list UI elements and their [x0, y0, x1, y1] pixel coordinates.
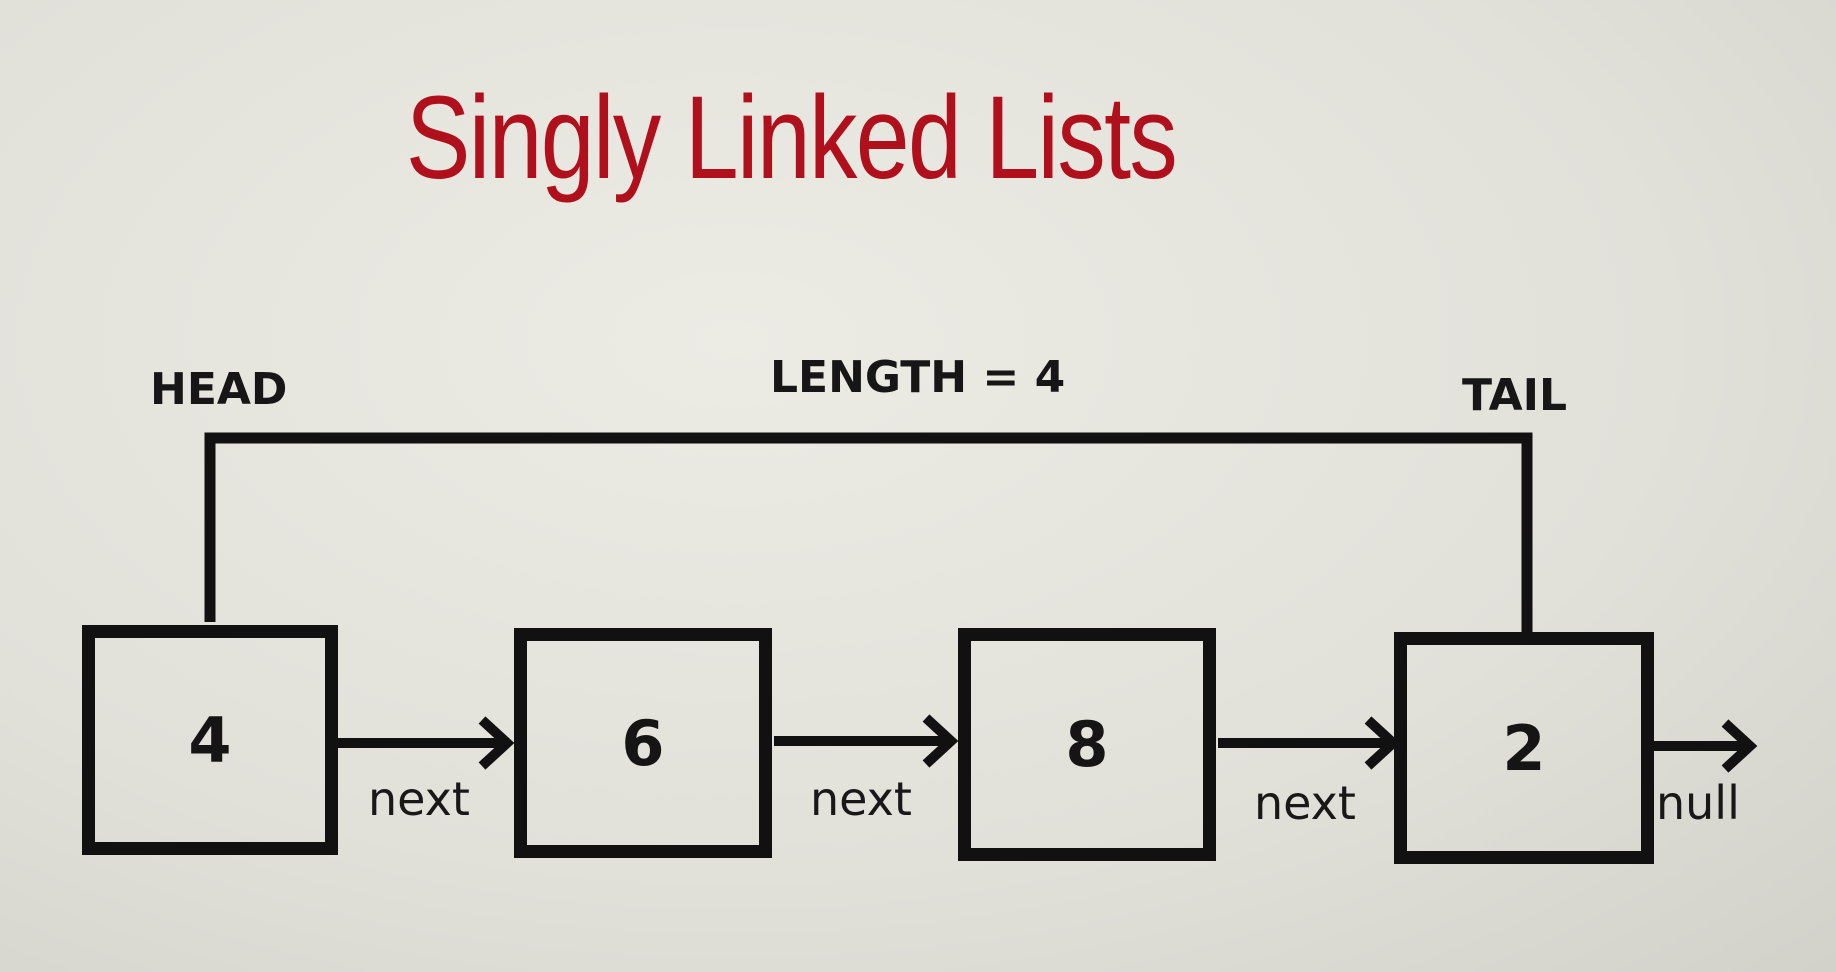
node-box-1: 4 — [82, 625, 338, 855]
head-tail-bracket — [204, 432, 1533, 632]
length-label: LENGTH = 4 — [770, 352, 1066, 403]
arrow-next-2 — [774, 714, 959, 768]
next-label-1: next — [368, 772, 470, 826]
node-value-4: 2 — [1502, 711, 1546, 785]
arrow-next-3 — [1218, 716, 1401, 770]
arrow-next-1 — [336, 716, 515, 770]
node-value-3: 8 — [1065, 708, 1109, 781]
page-title: Singly Linked Lists — [405, 72, 1178, 204]
null-label: null — [1656, 776, 1740, 830]
arrow-null — [1652, 719, 1758, 773]
next-label-3: next — [1254, 776, 1356, 830]
head-label: HEAD — [150, 364, 288, 415]
tail-label: TAIL — [1462, 370, 1568, 421]
node-box-3: 8 — [958, 628, 1216, 861]
node-box-4: 2 — [1394, 632, 1654, 864]
next-label-2: next — [810, 772, 912, 826]
node-box-2: 6 — [514, 628, 772, 858]
node-value-1: 4 — [188, 703, 232, 777]
node-value-2: 6 — [621, 706, 665, 780]
